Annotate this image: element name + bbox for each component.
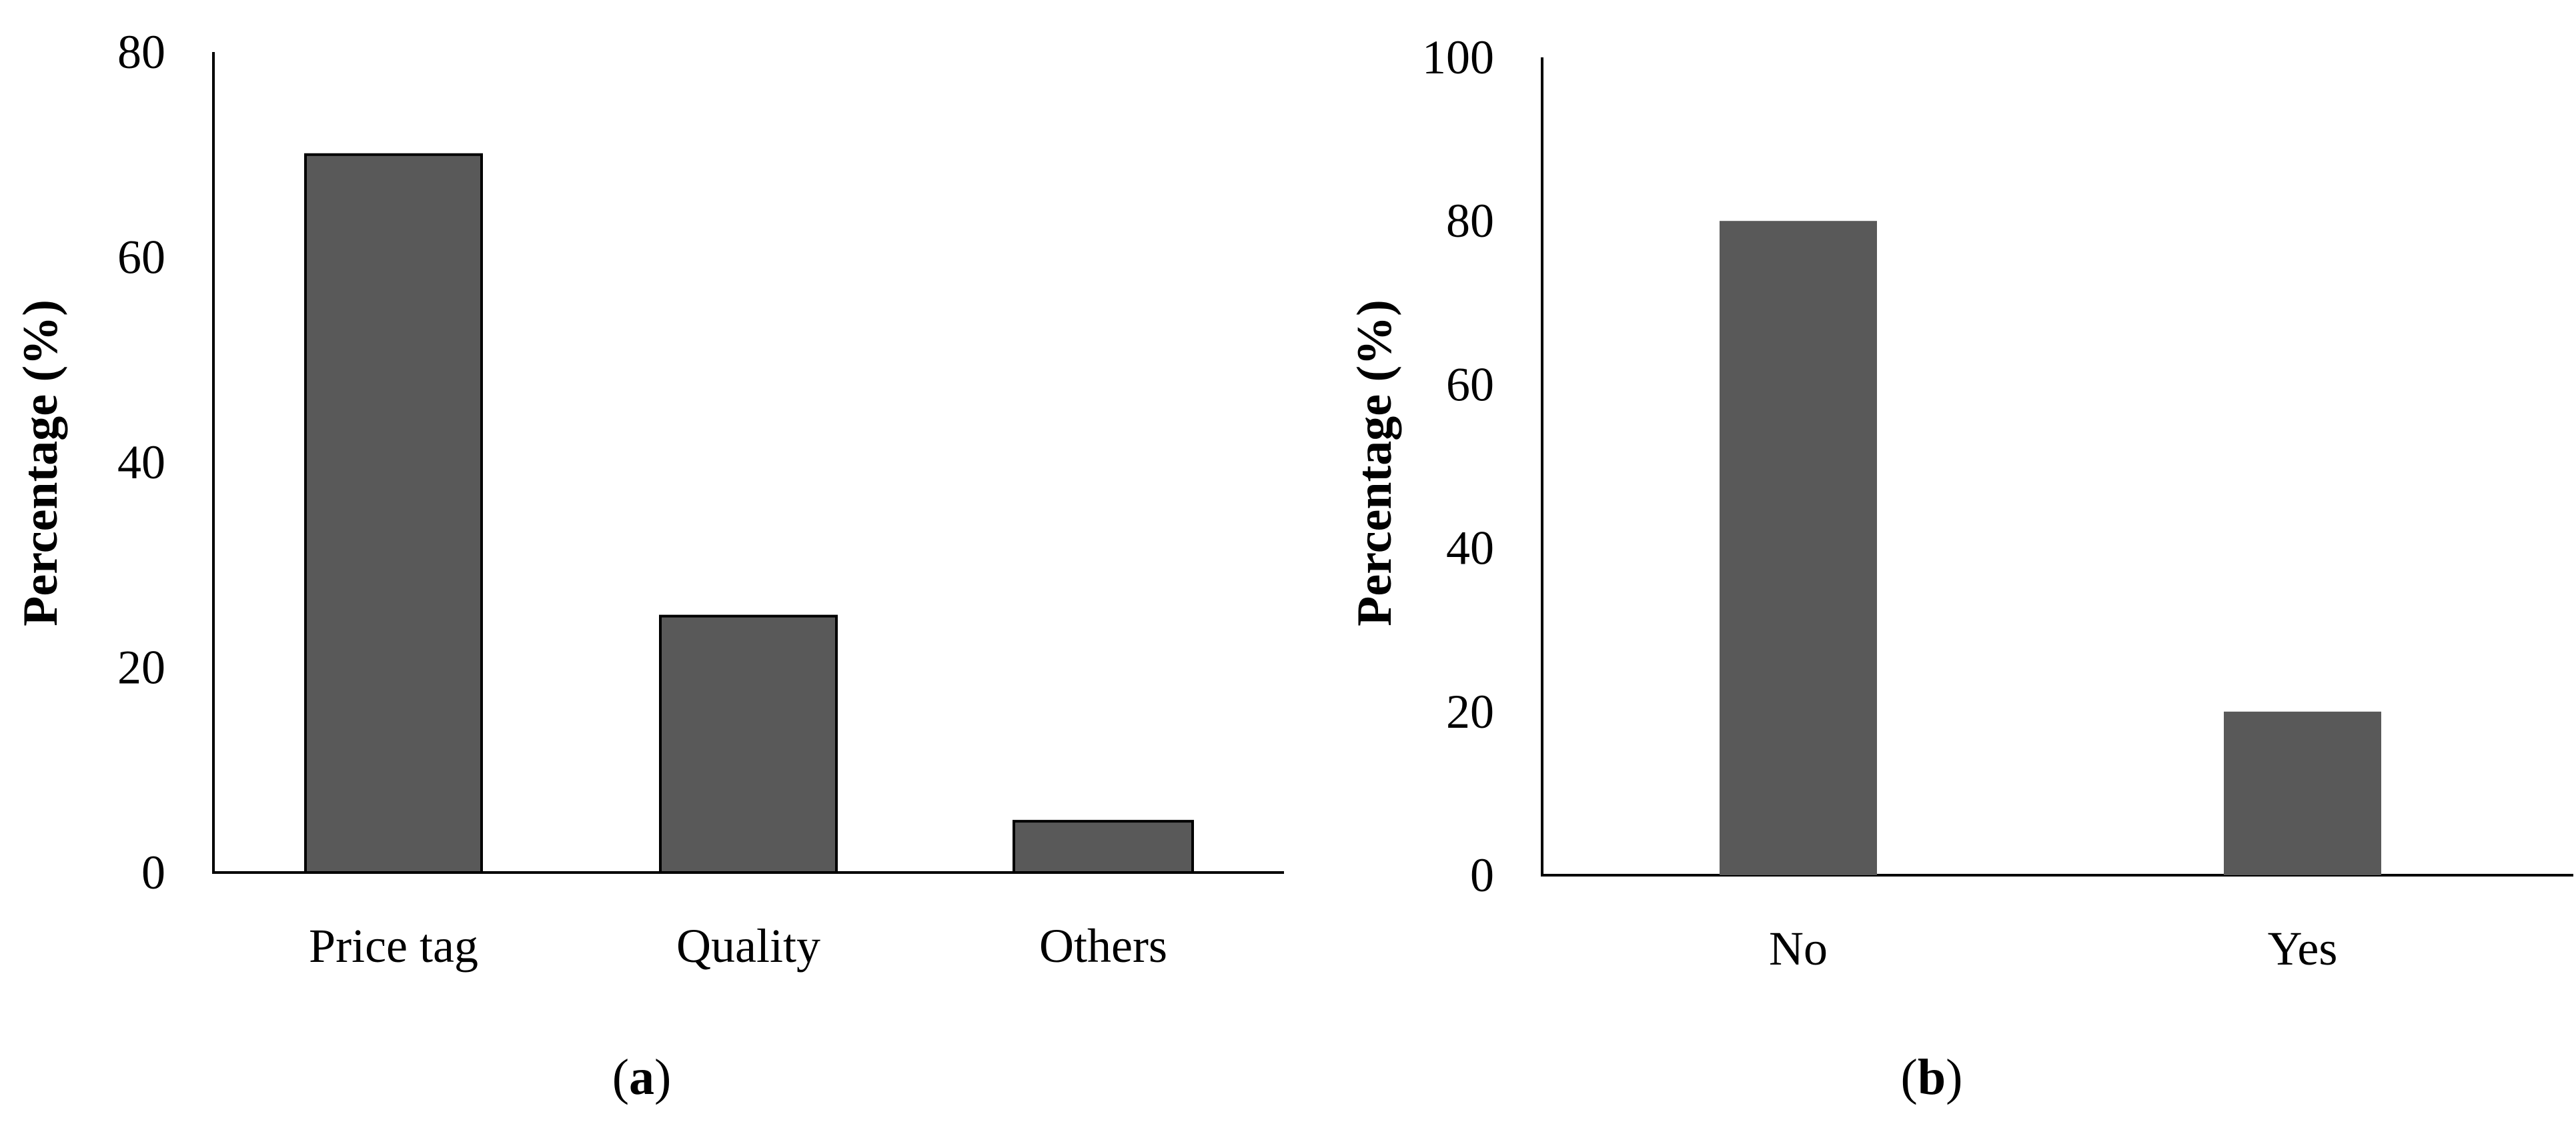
bar-no (1720, 221, 1877, 875)
y-tick-label: 60 (117, 231, 165, 284)
chart-panel-b: 0 20 40 60 80 100 No Yes Percentage (%) (b) (1347, 31, 2573, 1105)
bar-others (1013, 820, 1194, 874)
panel-label: (a) (612, 1049, 672, 1105)
bar-quality (659, 614, 838, 874)
y-tick-label: 80 (117, 25, 165, 79)
panel-letter: b (1918, 1049, 1946, 1105)
y-tick-label: 40 (117, 436, 165, 489)
panel-letter: a (629, 1049, 654, 1105)
x-category-label: Others (1039, 919, 1167, 973)
y-tick-label: 80 (1446, 194, 1494, 247)
y-axis-title: Percentage (%) (13, 300, 68, 626)
chart-panel-a: 0 20 40 60 80 Price tag Quality Others Percentag… (13, 25, 1284, 1105)
x-category-label: Quality (676, 919, 820, 973)
bar-price-tag (304, 153, 483, 874)
y-tick-label: 60 (1446, 358, 1494, 411)
x-category-label: Yes (2268, 922, 2338, 975)
x-category-label: No (1769, 922, 1828, 975)
y-axis-title: Percentage (%) (1347, 300, 1402, 626)
y-tick-label: 40 (1446, 522, 1494, 575)
bar-yes (2224, 711, 2381, 875)
y-tick-label: 20 (1446, 685, 1494, 738)
y-tick-label: 0 (141, 846, 165, 899)
y-tick-label: 20 (117, 641, 165, 694)
panel-label: (b) (1901, 1049, 1963, 1105)
x-category-label: Price tag (309, 919, 478, 973)
y-tick-label: 0 (1470, 849, 1494, 902)
y-tick-label: 100 (1422, 31, 1494, 84)
